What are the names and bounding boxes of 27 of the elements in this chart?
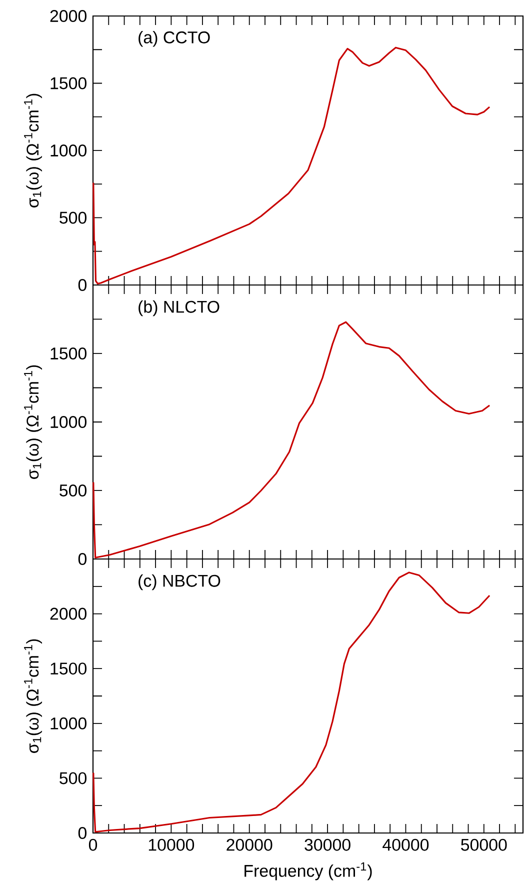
y-tick-label: 2000 (50, 608, 86, 620)
x-tick-label: 20000 (226, 838, 272, 851)
text: (a) CCTO (138, 30, 210, 47)
y-tick-label: 500 (60, 772, 86, 784)
y-tick-label: 500 (60, 212, 86, 224)
y-tick-label: 1500 (50, 662, 86, 675)
y-tick-label: 1500 (50, 77, 86, 90)
text: (b) NLCTO (138, 300, 220, 316)
y-axis-title: σ$_{1}$(ω) (Ω$^{-1}$cm$^{-1}$) (24, 94, 42, 208)
y-tick-label: 1000 (50, 717, 86, 730)
y-tick-label: 1000 (50, 416, 86, 428)
y-tick-label: 1000 (50, 144, 86, 156)
x-tick-label: 40000 (382, 838, 429, 851)
x-tick-label: 10000 (148, 838, 194, 851)
y-tick-label: 0 (78, 278, 86, 291)
x-tick-label: 30000 (304, 838, 350, 851)
x-axis-title: Frequency (cm$^{-1}$) (244, 862, 372, 880)
y-tick-label: 0 (78, 826, 86, 839)
text: (c) NBCTO (138, 574, 220, 590)
y-tick-label: 1500 (50, 347, 86, 360)
x-tick-label: 0 (88, 838, 98, 851)
y-tick-label: 500 (60, 484, 86, 496)
x-tick-label: 50000 (461, 838, 507, 851)
y-tick-label: 2000 (50, 10, 86, 22)
y-axis-title: σ$_{1}$(ω) (Ω$^{-1}$cm$^{-1}$) (24, 639, 42, 753)
y-axis-title: σ$_{1}$(ω) (Ω$^{-1}$cm$^{-1}$) (24, 365, 42, 479)
y-tick-label: 0 (78, 552, 86, 565)
